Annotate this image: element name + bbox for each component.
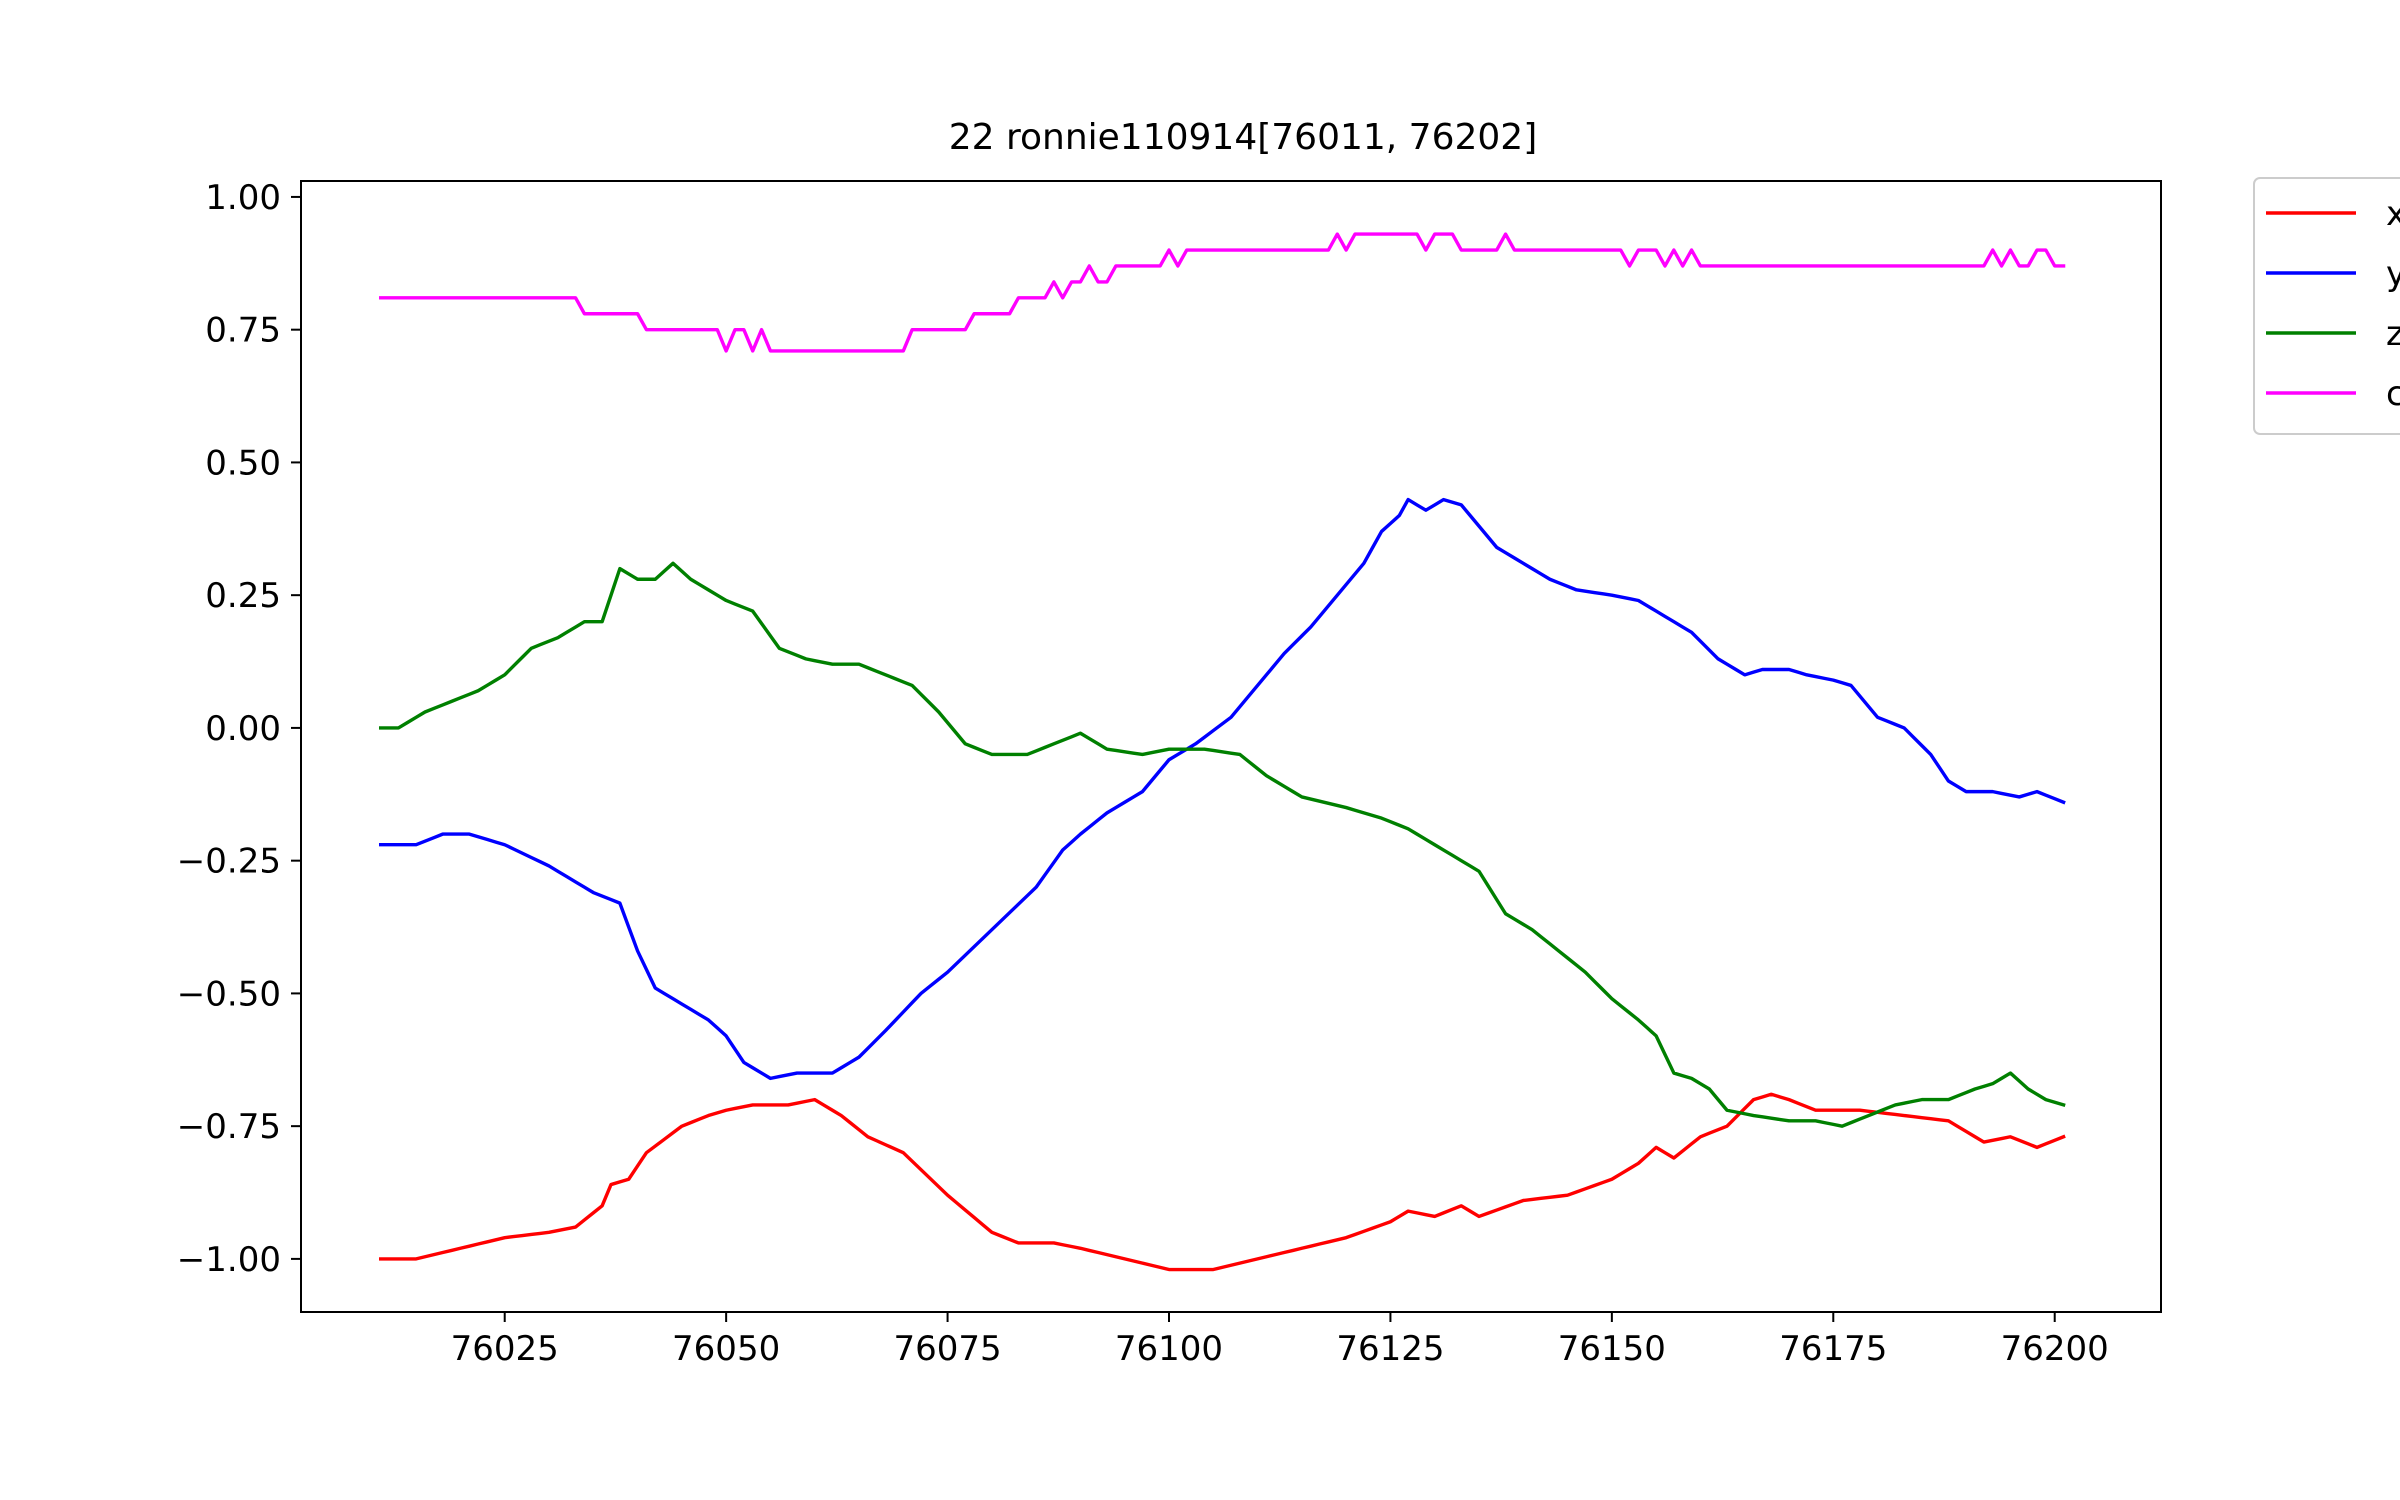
- chart-title: 22 ronnie110914[76011, 76202]: [949, 117, 1538, 158]
- legend-label-c: c: [2386, 374, 2400, 414]
- y-tick-label: −0.75: [177, 1107, 281, 1147]
- x-tick-label: 76150: [1558, 1329, 1666, 1369]
- y-tick-label: 0.25: [205, 576, 281, 616]
- series-line-c: [379, 232, 2066, 353]
- legend-label-y: y: [2386, 254, 2400, 294]
- y-tick-label: −0.25: [177, 842, 281, 882]
- x-tick-label: 76075: [893, 1329, 1001, 1369]
- y-tick-label: −1.00: [177, 1240, 281, 1280]
- legend-label-z: z: [2386, 314, 2400, 354]
- y-tick-label: −0.50: [177, 974, 281, 1014]
- legend-box: [2253, 177, 2400, 435]
- series-line-x: [379, 1092, 2066, 1272]
- y-tick-label: 0.75: [205, 311, 281, 351]
- legend-label-x: x: [2386, 194, 2400, 234]
- y-tick-label: 0.00: [205, 709, 281, 749]
- x-tick-label: 76200: [2001, 1329, 2109, 1369]
- series-layer: [379, 232, 2066, 1272]
- x-tick-label: 76125: [1336, 1329, 1444, 1369]
- series-line-y: [379, 497, 2066, 1081]
- series-line-z: [379, 561, 2066, 1128]
- plot-frame: [300, 180, 2162, 1313]
- axis-layer: 76025 76050 76075 76100 76125 76150 76175 76200…: [177, 178, 2109, 1369]
- y-tick-label: 1.00: [205, 178, 281, 218]
- x-tick-label: 76175: [1779, 1329, 1887, 1369]
- x-tick-label: 76025: [451, 1329, 559, 1369]
- x-tick-label: 76050: [672, 1329, 780, 1369]
- x-tick-label: 76100: [1115, 1329, 1223, 1369]
- y-tick-label: 0.50: [205, 443, 281, 483]
